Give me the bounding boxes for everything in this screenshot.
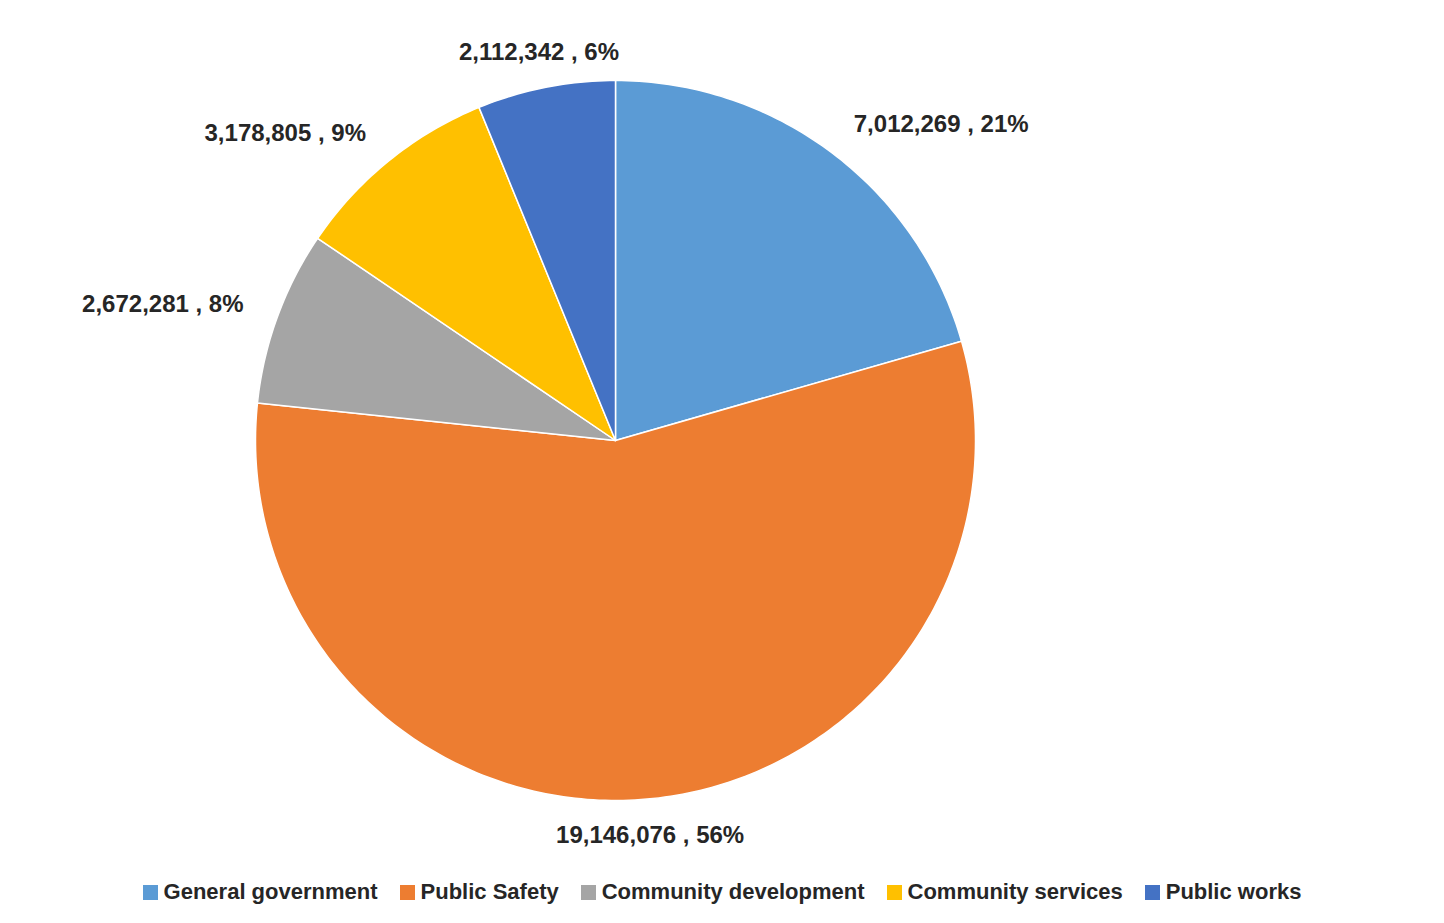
svg-text:3,178,805 , 9%: 3,178,805 , 9% <box>205 119 366 146</box>
html-text:Community development: Community development <box>601 879 865 904</box>
html-text:General government: General government <box>163 879 378 904</box>
svg-text:2,112,342 , 6%: 2,112,342 , 6% <box>459 38 619 65</box>
html-text:Community services: Community services <box>907 879 1123 904</box>
svg-text:19,146,076 , 56%: 19,146,076 , 56% <box>556 821 744 848</box>
svg-text:7,012,269 , 21%: 7,012,269 , 21% <box>854 110 1029 137</box>
html-text:Public Safety: Public Safety <box>420 879 559 904</box>
svg-text:2,672,281 , 8%: 2,672,281 , 8% <box>82 290 243 317</box>
html-text:Public works: Public works <box>1165 879 1302 904</box>
